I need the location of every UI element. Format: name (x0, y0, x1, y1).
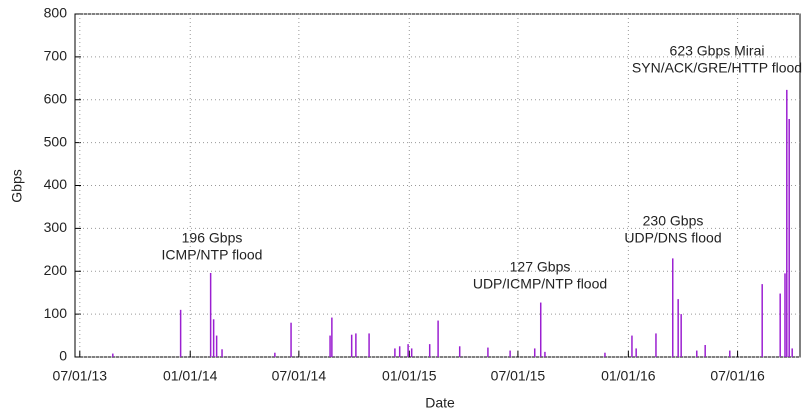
y-tick-label: 200 (44, 262, 68, 278)
y-tick-label: 300 (44, 219, 68, 235)
x-axis-label: Date (425, 395, 455, 411)
y-tick-label: 0 (59, 348, 67, 364)
x-tick-label: 07/01/15 (491, 368, 546, 384)
x-tick-label: 01/01/15 (382, 368, 437, 384)
y-tick-label: 600 (44, 90, 68, 106)
y-tick-label: 800 (44, 5, 68, 21)
annotation: UDP/DNS flood (624, 230, 721, 246)
y-tick-label: 500 (44, 133, 68, 149)
x-tick-label: 01/01/14 (163, 368, 218, 384)
annotation: 623 Gbps Mirai (670, 43, 765, 59)
x-tick-label: 01/01/16 (601, 368, 656, 384)
y-tick-label: 700 (44, 48, 68, 64)
annotation: UDP/ICMP/NTP flood (473, 276, 607, 292)
x-tick-label: 07/01/14 (272, 368, 327, 384)
x-tick-label: 07/01/16 (710, 368, 765, 384)
x-tick-label: 07/01/13 (53, 368, 108, 384)
annotation: ICMP/NTP flood (162, 247, 263, 263)
annotation: 127 Gbps (510, 259, 571, 275)
y-tick-label: 100 (44, 305, 68, 321)
y-axis-label: Gbps (9, 169, 25, 202)
y-tick-label: 400 (44, 176, 68, 192)
annotation: 196 Gbps (182, 230, 243, 246)
annotation: 230 Gbps (643, 213, 704, 229)
annotation: SYN/ACK/GRE/HTTP flood (632, 60, 802, 76)
